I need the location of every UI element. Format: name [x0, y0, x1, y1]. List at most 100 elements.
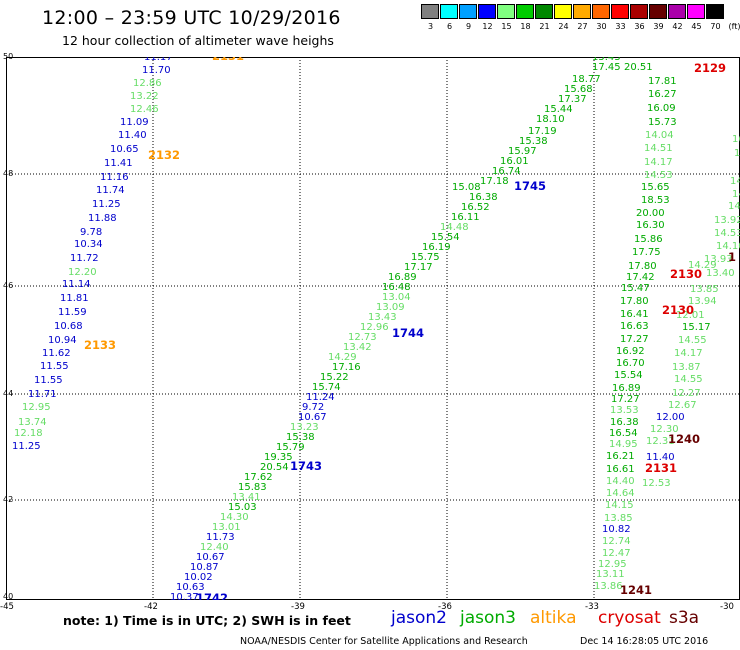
wave-height-label: 14.95 [609, 439, 638, 450]
wave-height-label: 15.17 [682, 322, 711, 333]
wave-height-label: 10.65 [110, 144, 139, 155]
scale-swatch [554, 4, 572, 19]
wave-height-label: 13.74 [18, 417, 47, 428]
wave-height-label: 10.63 [176, 582, 205, 593]
wave-height-label: 15.83 [238, 482, 267, 493]
wave-height-label: 13.22 [130, 91, 159, 102]
wave-height-label: 13.92 [714, 215, 740, 226]
lon-label-minus45: -45 [0, 602, 14, 612]
wave-height-label: 15.73 [648, 117, 677, 128]
orbit-revolution-label: 1 [728, 250, 737, 264]
wave-height-label: 15.44 [544, 104, 573, 115]
wave-height-label: 16.61 [606, 464, 635, 475]
wave-height-label: 13.41 [232, 492, 261, 503]
scale-swatch [573, 4, 591, 19]
wave-height-label: 14.10 [716, 241, 740, 252]
wave-height-label: 16.19 [422, 242, 451, 253]
wave-height-label: 11.14 [62, 279, 91, 290]
scale-label: 24 [558, 22, 569, 31]
wave-height-label: 13.85 [690, 284, 719, 295]
wave-height-label: 15.86 [634, 234, 663, 245]
scale-label: 3 [427, 22, 434, 31]
wave-height-label: 14.00 [728, 201, 740, 212]
scale-swatch [630, 4, 648, 19]
wave-height-label: 16.38 [469, 192, 498, 203]
wave-height-label: 20.54 [260, 462, 289, 473]
wave-height-label: 12.47 [602, 548, 631, 559]
lon-label-minus33: -33 [585, 602, 599, 612]
wave-height-label: 10.67 [298, 412, 327, 423]
wave-height-label: 16.11 [451, 212, 480, 223]
wave-height-label: 16.92 [616, 346, 645, 357]
wave-height-label: 16.38 [610, 417, 639, 428]
wave-height-label: 10.67 [196, 552, 225, 563]
wave-height-label: 13.04 [382, 292, 411, 303]
orbit-revolution-label: 2130 [670, 267, 703, 281]
scale-swatch [668, 4, 686, 19]
lon-label-minus36: -36 [438, 602, 452, 612]
wave-height-label: 15.47 [621, 283, 650, 294]
wave-height-label: 11.81 [60, 293, 89, 304]
wave-height-label: 17.42 [626, 272, 655, 283]
color-scale-bar [421, 4, 725, 19]
wave-height-label: 12.01 [676, 310, 705, 321]
wave-height-label: 11.71 [28, 389, 57, 400]
wave-height-label: 16.01 [500, 156, 529, 167]
wave-height-label: 17.27 [620, 334, 649, 345]
wave-height-label: 12.31 [646, 436, 675, 447]
lon-label-minus39: -39 [291, 602, 305, 612]
wave-height-label: 15.08 [452, 182, 481, 193]
wave-height-label: 13.87 [672, 362, 701, 373]
wave-height-label: 16.09 [647, 103, 676, 114]
wave-height-label: 18.77 [572, 74, 601, 85]
scale-swatch [516, 4, 534, 19]
wave-height-label: 18.53 [641, 195, 670, 206]
wave-height-label: 11.41 [104, 158, 133, 169]
wave-height-label: 12.95 [598, 559, 627, 570]
wave-height-label: 16.48 [382, 282, 411, 293]
orbit-revolution-label: 1241 [620, 583, 653, 597]
orbit-revolution-label: 1743 [290, 459, 323, 473]
wave-height-label: 12.18 [14, 428, 43, 439]
wave-height-label: 17.27 [611, 394, 640, 405]
wave-height-label: 13.94 [688, 296, 717, 307]
wave-height-label: 13.93 [704, 254, 733, 265]
wave-height-label: 11.40 [118, 130, 147, 141]
wave-height-label: 13.43 [368, 312, 397, 323]
wave-height-label: 12.40 [200, 542, 229, 553]
wave-height-label: 16.27 [648, 89, 677, 100]
scale-unit: (ft) [728, 22, 740, 31]
wave-height-label: 14.55 [674, 374, 703, 385]
wave-height-label: 16.63 [620, 321, 649, 332]
wave-height-label: 15.65 [641, 182, 670, 193]
scale-label: 9 [465, 22, 472, 31]
wave-height-label: 12.86 [133, 78, 162, 89]
wave-height-label: 19.35 [264, 452, 293, 463]
lat-label-42: 42 [3, 495, 14, 504]
orbit-revolution-label: 1240 [668, 432, 701, 446]
wave-height-label: 11.59 [58, 307, 87, 318]
wave-height-label: 16.70 [616, 358, 645, 369]
legend-s3a: s3a [669, 608, 700, 628]
scale-label: 36 [634, 22, 645, 31]
legend-cryosat: cryosat [598, 608, 661, 628]
wave-height-label: 14.48 [440, 222, 469, 233]
wave-height-label: 12.73 [348, 332, 377, 343]
wave-height-label: 16.41 [620, 309, 649, 320]
scale-swatch [611, 4, 629, 19]
map-title: 12:00 – 23:59 UTC 10/29/2016 [42, 7, 341, 29]
wave-height-label: 16.74 [492, 166, 521, 177]
wave-height-label: 12.95 [22, 402, 51, 413]
wave-height-label: 16.21 [606, 451, 635, 462]
scale-swatch [497, 4, 515, 19]
wave-height-map: 11.17 11.70 12.86 13.22 12.46 11.09 11.40 10.65… [6, 57, 740, 600]
map-subtitle: 12 hour collection of altimeter wave hei… [62, 33, 334, 48]
scale-swatch [592, 4, 610, 19]
wave-height-label: 17.62 [244, 472, 273, 483]
wave-height-label: 16.30 [636, 220, 665, 231]
scale-swatch [649, 4, 667, 19]
wave-height-label: 12.96 [360, 322, 389, 333]
wave-height-label: 15.38 [286, 432, 315, 443]
wave-height-label: 17.18 [480, 176, 509, 187]
wave-height-label: 14.29 [328, 352, 357, 363]
